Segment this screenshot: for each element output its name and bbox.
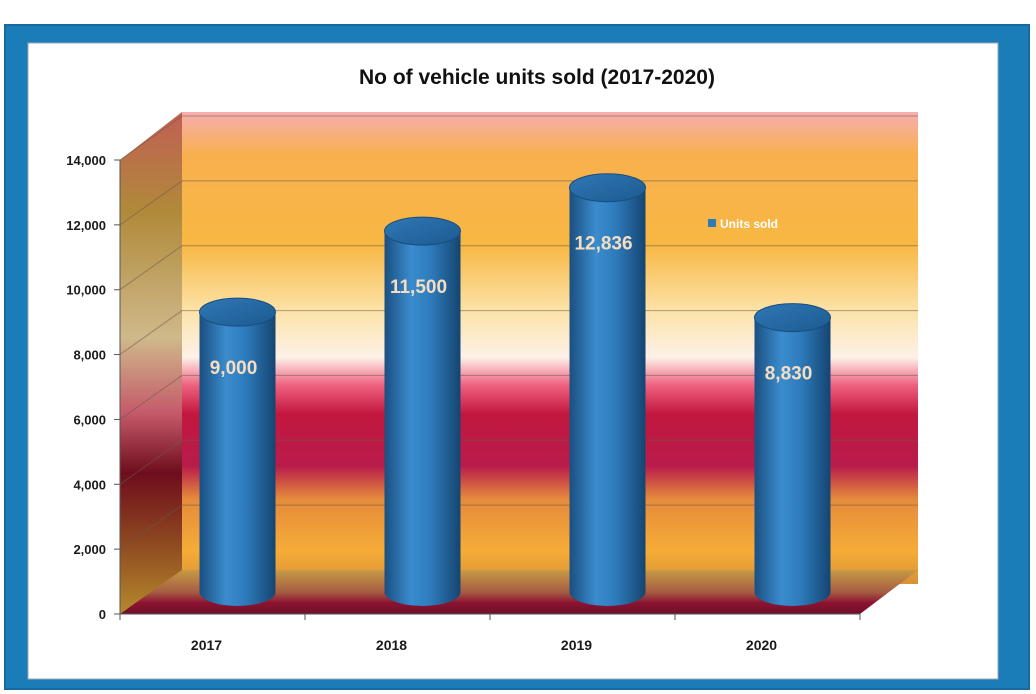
bar	[569, 173, 646, 607]
data-label: 8,830	[765, 364, 813, 385]
legend-swatch	[708, 219, 716, 227]
gridline-side	[119, 115, 183, 161]
y-tick-label: 0	[99, 607, 106, 622]
bar	[199, 297, 276, 607]
y-tick-label: 4,000	[73, 477, 106, 492]
x-tick-label: 2019	[561, 637, 592, 653]
gridline-side	[119, 245, 183, 291]
bar-cap	[754, 303, 831, 333]
legend: Units sold	[708, 217, 778, 231]
bars	[199, 173, 831, 607]
y-tick-label: 6,000	[73, 412, 106, 427]
gridline-side	[119, 375, 183, 420]
data-label: 12,836	[574, 234, 632, 255]
data-labels: 9,000 11,500 12,836 8,830	[210, 234, 813, 385]
bar-body	[754, 317, 831, 607]
legend-label: Units sold	[720, 217, 778, 231]
data-label: 11,500	[390, 277, 447, 298]
chart-title: No of vehicle units sold (2017-2020)	[359, 66, 715, 89]
bar	[384, 216, 461, 607]
bar-cap	[199, 297, 276, 327]
gridline-side	[119, 439, 183, 485]
x-tick-label: 2018	[376, 637, 407, 653]
bar	[754, 303, 831, 607]
x-tick-label: 2020	[746, 637, 777, 653]
bar-cap	[384, 216, 461, 246]
bar-body	[569, 187, 646, 607]
bar-cap	[569, 173, 646, 203]
y-axis: 0 2,000 4,000 6,000 8,000 10,000 12,000 14,000	[66, 153, 121, 622]
y-tick-label: 8,000	[73, 348, 106, 363]
x-axis: 2017 2018 2019 2020	[119, 613, 861, 653]
gridline-side	[119, 504, 183, 550]
gridline-side	[119, 180, 183, 226]
data-label: 9,000	[210, 358, 258, 379]
bar-body	[384, 231, 461, 607]
y-tick-label: 10,000	[66, 283, 106, 298]
bar-body	[199, 312, 276, 607]
y-tick-label: 12,000	[66, 218, 106, 233]
x-tick-label: 2017	[191, 637, 222, 653]
y-tick-label: 2,000	[73, 542, 106, 557]
y-tick-label: 14,000	[66, 153, 106, 168]
gridline-side	[119, 310, 183, 355]
